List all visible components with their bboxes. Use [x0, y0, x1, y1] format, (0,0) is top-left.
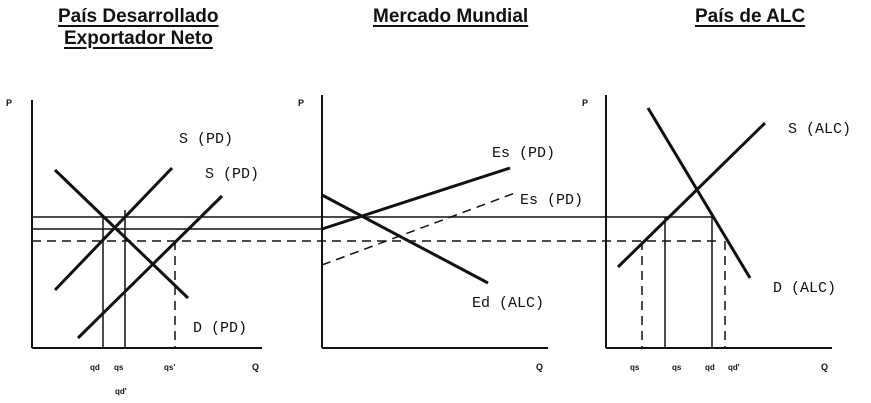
- middle-export-demand-label: Ed (ALC): [472, 295, 544, 312]
- left-supply-curve-1: [53, 166, 174, 292]
- title-developed-country: País Desarrollado Exportador Neto: [58, 6, 219, 50]
- panel-developed-country: P Q S (PD) S (PD) D (PD) qd qs qs' qd': [6, 98, 262, 396]
- middle-export-demand-curve: [321, 193, 489, 285]
- middle-axis-q-label: Q: [536, 362, 543, 372]
- middle-export-supply-curve-2: [321, 192, 516, 266]
- left-supply-label-1: S (PD): [179, 131, 233, 148]
- right-axis-q-label: Q: [821, 362, 828, 372]
- middle-export-supply-label-1: Es (PD): [492, 145, 555, 162]
- left-supply-curve-2: [76, 194, 224, 340]
- middle-axis-p-label: P: [298, 98, 304, 108]
- left-tick-qs: qs: [114, 363, 124, 372]
- panel-lac-country: P Q S (ALC) D (ALC) qs qs qd qd': [582, 95, 851, 372]
- left-axis-p-label: P: [6, 98, 12, 108]
- left-demand-label: D (PD): [193, 320, 247, 337]
- right-axis-p-label: P: [582, 98, 588, 108]
- right-demand-label: D (ALC): [773, 280, 836, 297]
- middle-export-supply-curve-1: [321, 166, 511, 231]
- right-supply-label: S (ALC): [788, 121, 851, 138]
- right-tick-qs-1: qs: [630, 363, 640, 372]
- right-tick-qs-2: qs: [672, 363, 682, 372]
- left-demand-curve: [53, 168, 190, 300]
- panel-world-market: P Q Es (PD) Es (PD) Ed (ALC): [298, 95, 583, 372]
- left-supply-label-2: S (PD): [205, 166, 259, 183]
- title-developed-country-line2: Exportador Neto: [64, 28, 213, 49]
- title-lac-country: País de ALC: [695, 6, 806, 27]
- left-tick-qd-prime: qd': [115, 387, 127, 396]
- left-axis-q-label: Q: [252, 362, 259, 372]
- middle-export-supply-label-2: Es (PD): [520, 192, 583, 209]
- left-tick-qs-prime: qs': [164, 363, 175, 372]
- right-demand-curve: [646, 107, 752, 279]
- right-supply-curve: [616, 121, 767, 269]
- right-tick-qd-prime: qd': [728, 363, 740, 372]
- left-tick-qd: qd: [90, 363, 100, 372]
- title-developed-country-line1: País Desarrollado: [58, 6, 219, 27]
- right-tick-qd: qd: [705, 363, 715, 372]
- title-world-market: Mercado Mundial: [373, 6, 529, 27]
